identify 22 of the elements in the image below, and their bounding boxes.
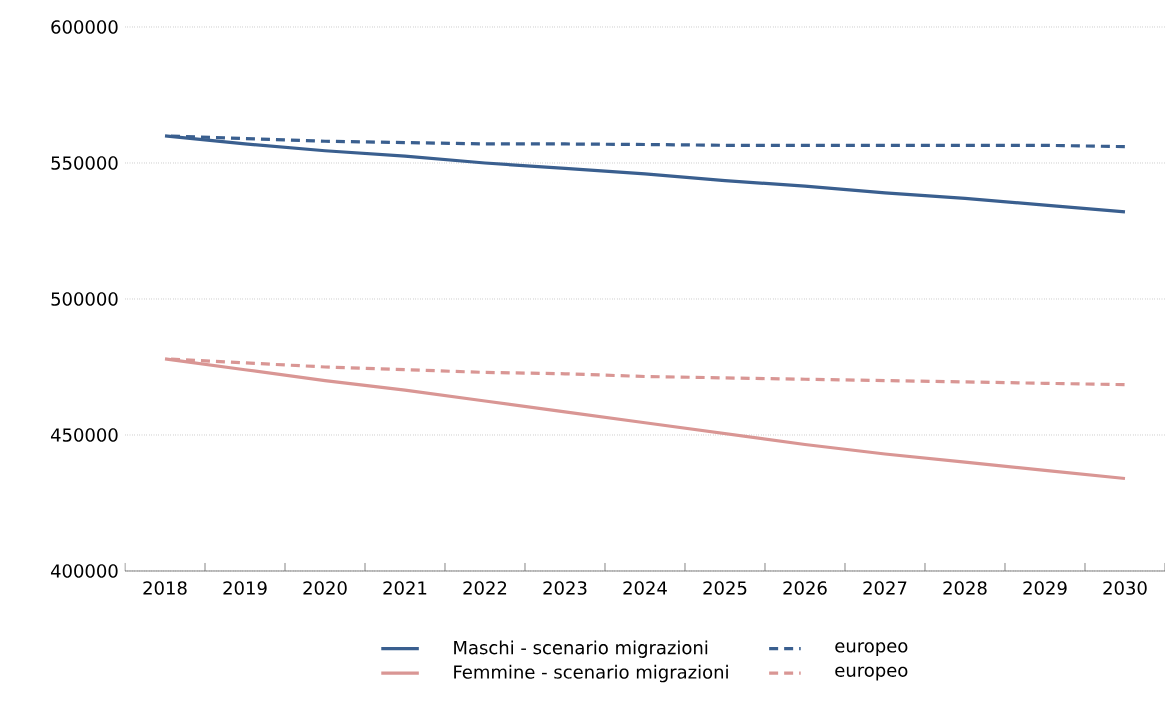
y-tick-label: 400000 — [50, 564, 118, 578]
x-tick-label: 2026 — [783, 581, 827, 595]
x-tick-label: 2028 — [943, 581, 987, 595]
x-tick-label: 2024 — [623, 581, 667, 595]
legend-label: Maschi - scenario migrazioni — [454, 640, 708, 658]
x-tick-label: 2022 — [463, 581, 507, 595]
x-tick-label: 2018 — [143, 581, 187, 595]
legend-label: Femmine - scenario migrazioni — [454, 664, 728, 683]
y-tick-label: 450000 — [50, 428, 118, 442]
x-tick-label: 2029 — [1023, 581, 1067, 595]
x-tick-label: 2027 — [863, 581, 907, 595]
x-tick-label: 2020 — [303, 581, 347, 595]
x-tick-label: 2030 — [1103, 581, 1147, 595]
x-tick-label: 2023 — [543, 581, 587, 595]
x-tick-label: 2025 — [703, 581, 747, 595]
y-tick-label: 500000 — [51, 292, 118, 306]
legend-label: europeo — [835, 666, 908, 681]
y-tick-label: 600000 — [51, 20, 118, 34]
legend-label: europeo — [835, 642, 908, 657]
x-tick-label: 2021 — [383, 581, 427, 595]
y-tick-label: 550000 — [51, 156, 118, 170]
x-tick-label: 2019 — [223, 581, 267, 595]
